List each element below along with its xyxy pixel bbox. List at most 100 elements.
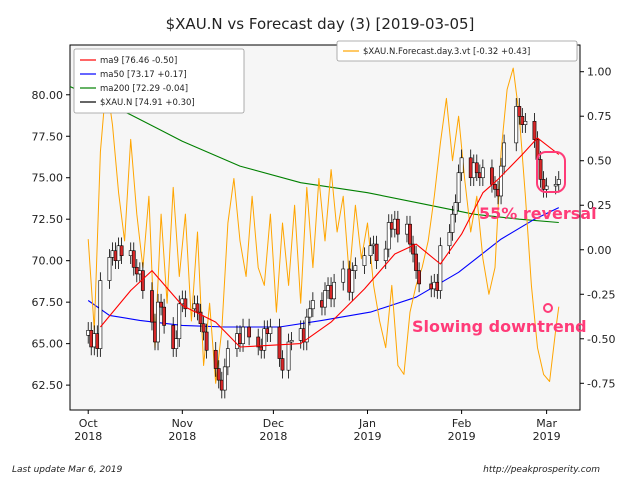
candle-body xyxy=(556,179,561,185)
candle-body xyxy=(131,250,136,268)
candle-body xyxy=(329,285,333,300)
legend-right-box xyxy=(336,40,578,62)
candle-body xyxy=(219,379,224,391)
candle-body xyxy=(456,172,461,203)
candle-body xyxy=(225,348,230,368)
annotation-downtrend: Slowing downtrend xyxy=(412,317,587,336)
legend-label-forecast: $XAU.N.Forecast.day.3.vt [-0.32 +0.43] xyxy=(363,47,530,57)
y-right-tick-label: -0.50 xyxy=(587,333,615,346)
candle-body xyxy=(477,172,482,179)
candle-body xyxy=(432,281,437,290)
legend-label-price: $XAU.N [74.91 +0.30] xyxy=(100,98,195,108)
candle-body xyxy=(280,358,285,371)
candle-body xyxy=(408,223,412,245)
candle-body xyxy=(289,340,294,343)
legend-right: $XAU.N.Forecast.day.3.vt [-0.32 +0.43] xyxy=(336,40,578,62)
candle-body xyxy=(502,142,507,167)
candle-body xyxy=(137,270,142,275)
ma200-line xyxy=(69,86,559,224)
footer-last-update: Last update Mar 6, 2019 xyxy=(12,465,123,475)
candle-body xyxy=(411,243,415,255)
candle-body xyxy=(517,106,522,117)
candle-body xyxy=(332,281,337,300)
y-left-tick-label: 75.00 xyxy=(32,172,64,185)
candle-body xyxy=(268,326,273,334)
candle-body xyxy=(265,328,270,334)
candle-body xyxy=(222,366,227,391)
candle-body xyxy=(216,368,221,381)
legend-label-ma50: ma50 [73.17 +0.17] xyxy=(100,70,187,80)
y-left-tick-label: 62.50 xyxy=(32,379,64,392)
x-tick-label-year: 2019 xyxy=(533,430,561,443)
candle-body xyxy=(156,301,160,343)
x-tick-label-month: Oct xyxy=(79,417,99,430)
x-tick-label-year: 2019 xyxy=(448,430,476,443)
candle-body xyxy=(286,341,291,371)
candle-body xyxy=(113,250,118,261)
candle-body xyxy=(95,333,100,349)
candle-body xyxy=(89,330,94,348)
candle-body xyxy=(134,267,139,275)
candle-body xyxy=(150,290,154,323)
candle-body xyxy=(553,184,558,187)
candle-body xyxy=(262,328,267,351)
candle-body xyxy=(514,106,519,144)
candle-body xyxy=(350,270,355,293)
candle-body xyxy=(493,184,497,190)
candle-body xyxy=(347,268,352,293)
candle-body xyxy=(86,330,91,336)
candle-body xyxy=(389,222,394,230)
candle-body xyxy=(414,253,418,271)
footer-source-link[interactable]: http://peakprosperity.com xyxy=(483,465,600,475)
chart-title: $XAU.N vs Forecast day (3) [2019-03-05] xyxy=(166,15,475,33)
candle-body xyxy=(520,116,525,125)
legend-label-ma9: ma9 [76.46 -0.50] xyxy=(100,56,177,66)
candle-body xyxy=(320,300,324,308)
candle-body xyxy=(128,250,133,257)
candle-body xyxy=(405,223,409,235)
candle-body xyxy=(499,165,503,197)
y-right-tick-label: -0.75 xyxy=(587,377,615,390)
candle-body xyxy=(162,306,167,326)
candle-body xyxy=(453,202,458,215)
legend-left: ma9 [76.46 -0.50] ma50 [73.17 +0.17] ma2… xyxy=(73,48,245,114)
y-left-tick-label: 65.00 xyxy=(32,338,64,351)
candle-body xyxy=(429,283,434,290)
candle-body xyxy=(459,157,464,174)
x-tick-label-year: 2019 xyxy=(354,430,382,443)
candle-body xyxy=(368,245,373,257)
candle-body xyxy=(468,157,473,179)
candle-body xyxy=(277,326,282,359)
y-right-tick-label: -0.25 xyxy=(587,288,615,301)
candle-body xyxy=(523,121,528,125)
candle-body xyxy=(490,167,494,185)
x-tick-label-year: 2018 xyxy=(74,430,102,443)
candle-body xyxy=(241,326,245,344)
candle-body xyxy=(395,218,400,235)
candle-body xyxy=(116,245,121,261)
candle-body xyxy=(256,336,261,348)
y-left-tick-label: 70.00 xyxy=(32,255,64,268)
candle-body xyxy=(238,333,242,344)
candle-body xyxy=(110,250,115,258)
candle-body xyxy=(180,298,185,305)
candle-body xyxy=(447,232,452,247)
candle-body xyxy=(353,265,358,271)
ma9-line xyxy=(99,137,560,348)
candle-body xyxy=(171,325,176,349)
y-right-tick-label: 0.25 xyxy=(587,199,612,212)
candle-body xyxy=(323,290,327,308)
candle-body xyxy=(153,321,157,343)
y-right-tick-label: 0.00 xyxy=(587,244,612,257)
candle-body xyxy=(198,311,203,325)
candle-body xyxy=(247,326,252,338)
candle-body xyxy=(235,333,239,349)
downtrend-marker xyxy=(543,303,553,313)
candle-body xyxy=(195,303,200,313)
annotation-reversal: 55% reversal xyxy=(479,204,597,223)
candle-body xyxy=(374,243,379,261)
candle-body xyxy=(159,301,163,308)
forecast-line xyxy=(87,67,560,384)
candle-body xyxy=(307,308,312,318)
